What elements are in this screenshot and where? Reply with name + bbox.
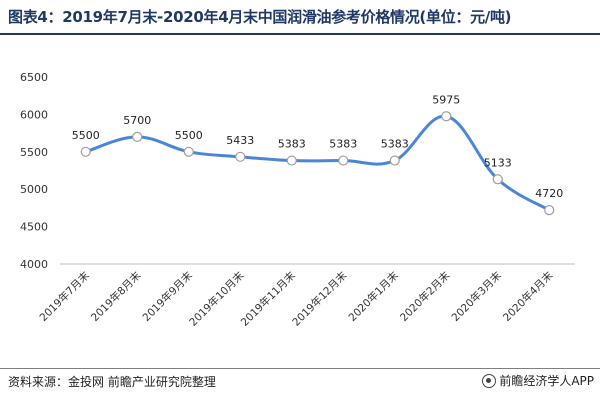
x-tick-label-7: 2020年2月末 xyxy=(397,269,452,324)
brand-mark: 前瞻经济学人APP xyxy=(482,372,594,389)
x-tick-label-9: 2020年4月末 xyxy=(500,269,555,324)
data-point-1 xyxy=(132,131,143,142)
x-tick-label-6: 2020年1月末 xyxy=(346,269,401,324)
data-label-2: 5500 xyxy=(175,129,203,142)
data-label-6: 5383 xyxy=(381,138,409,151)
data-label-7: 5975 xyxy=(432,93,460,106)
y-tick-label-4: 6000 xyxy=(20,108,48,121)
data-point-4 xyxy=(286,155,297,166)
data-label-3: 5433 xyxy=(226,134,254,147)
title-divider xyxy=(0,33,600,35)
y-tick-label-2: 5000 xyxy=(20,183,48,196)
x-tick-label-3: 2019年10月末 xyxy=(187,269,247,329)
y-tick-label-3: 5500 xyxy=(20,146,48,159)
y-tick-label-5: 6500 xyxy=(20,71,48,84)
data-point-9 xyxy=(544,205,555,216)
brand-logo-icon xyxy=(482,373,497,388)
chart-area: 4000 4500 5000 5500 6000 6500 2019年7月末 2019年8月末… xyxy=(0,40,600,360)
data-label-0: 5500 xyxy=(72,129,100,142)
data-point-2 xyxy=(183,146,194,157)
data-label-5: 5383 xyxy=(329,138,357,151)
data-label-9: 4720 xyxy=(535,187,563,200)
page-title: 图表4：2019年7月末-2020年4月末中国润滑油参考价格情况(单位：元/吨) xyxy=(8,8,512,26)
x-tick-label-0: 2019年7月末 xyxy=(37,269,92,324)
data-point-5 xyxy=(338,155,349,166)
y-tick-label-1: 4500 xyxy=(20,221,48,234)
data-point-3 xyxy=(235,151,246,162)
data-label-4: 5383 xyxy=(278,138,306,151)
data-label-1: 5700 xyxy=(123,114,151,127)
price-line-chart: 4000 4500 5000 5500 6000 6500 2019年7月末2019年8月末… xyxy=(20,71,575,329)
source-note: 资料来源：金投网 前瞻产业研究院整理 xyxy=(8,375,216,389)
footer-divider xyxy=(0,368,600,369)
brand-label: 前瞻经济学人APP xyxy=(499,374,594,388)
x-tick-label-5: 2019年12月末 xyxy=(290,269,350,329)
x-tick-label-4: 2019年11月末 xyxy=(238,269,298,329)
data-point-0 xyxy=(80,146,91,157)
data-label-8: 5133 xyxy=(484,156,512,169)
x-tick-label-1: 2019年8月末 xyxy=(88,269,143,324)
y-tick-label-0: 4000 xyxy=(20,258,48,271)
data-point-7 xyxy=(441,111,452,122)
x-tick-label-8: 2020年3月末 xyxy=(449,269,504,324)
x-tick-label-2: 2019年9月末 xyxy=(140,269,195,324)
series-line xyxy=(84,114,551,212)
data-point-6 xyxy=(389,155,400,166)
data-point-8 xyxy=(492,174,503,185)
